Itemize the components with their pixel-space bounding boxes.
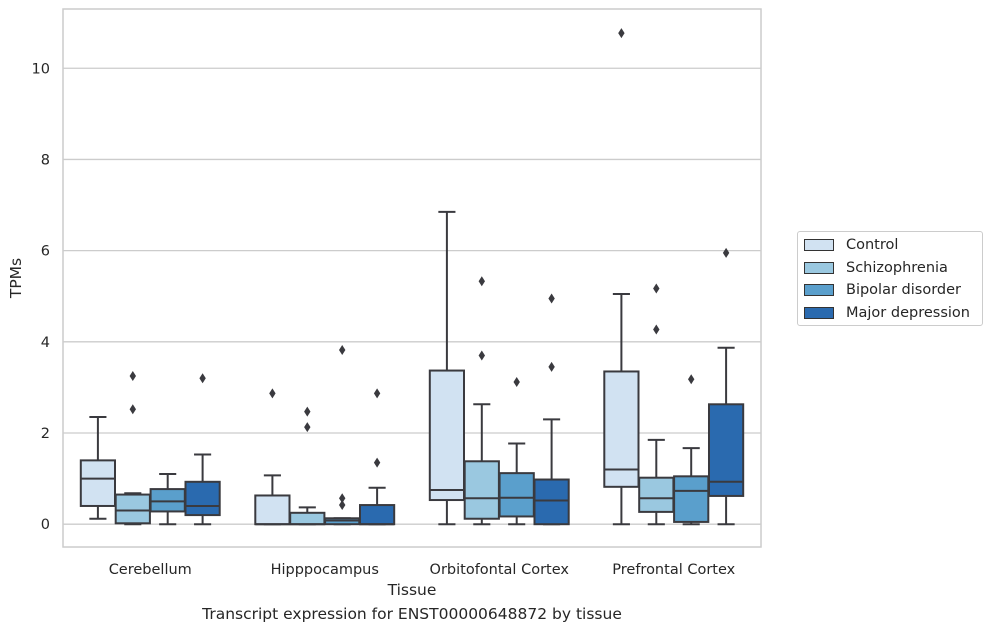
outlier-schizophrenia-cerebellum-1 xyxy=(129,371,136,382)
outlier-major-depression-cerebellum-0 xyxy=(199,373,206,384)
y-tick-label-2: 2 xyxy=(41,426,50,442)
x-tick-label-cerebellum: Cerebellum xyxy=(109,562,192,578)
x-axis-ticks: Cerebellum Hipppocampus Orbitofontal Corte… xyxy=(109,562,736,578)
box-control-hipppocampus xyxy=(254,494,291,526)
outlier-control-hipppocampus-0 xyxy=(269,388,276,399)
y-tick-label-6: 6 xyxy=(41,244,50,260)
outlier-major-depression-hipppocampus-0 xyxy=(373,457,381,468)
legend-swatch-bipolar-disorder xyxy=(804,284,834,296)
outlier-schizophrenia-orbitofontal-cortex-1 xyxy=(478,276,485,287)
plot-frame xyxy=(62,8,762,548)
outlier-bipolar-disorder-hipppocampus-0 xyxy=(339,500,346,511)
outlier-major-depression-hipppocampus-1 xyxy=(373,388,381,399)
legend-item-major-depression: Major depression xyxy=(804,304,970,322)
box-bipolar-disorder-orbitofontal-cortex xyxy=(498,472,535,518)
legend-label-control: Control xyxy=(846,237,899,253)
x-tick-label-prefrontal-cortex: Prefrontal Cortex xyxy=(612,562,735,578)
plot-area xyxy=(63,9,761,547)
outlier-schizophrenia-prefrontal-cortex-1 xyxy=(653,283,660,294)
y-axis-ticks: 0 2 4 6 8 10 xyxy=(32,61,50,533)
legend-label-major-depression: Major depression xyxy=(846,305,970,321)
box-schizophrenia-hipppocampus xyxy=(289,511,326,526)
grid-lines xyxy=(63,67,761,525)
legend-item-schizophrenia: Schizophrenia xyxy=(804,259,948,277)
outlier-major-depression-prefrontal-cortex-0 xyxy=(722,247,730,258)
box-bipolar-disorder-prefrontal-cortex xyxy=(673,475,710,523)
outlier-bipolar-disorder-hipppocampus-1 xyxy=(339,493,346,504)
figure-caption: Transcript expression for ENST0000064887… xyxy=(202,605,622,623)
legend-swatch-control xyxy=(804,239,834,251)
legend-label-schizophrenia: Schizophrenia xyxy=(846,260,948,276)
box-major-depression-cerebellum xyxy=(184,480,221,517)
legend-item-bipolar-disorder: Bipolar disorder xyxy=(804,281,961,299)
outlier-control-prefrontal-cortex-0 xyxy=(618,28,625,39)
outlier-schizophrenia-cerebellum-0 xyxy=(129,404,136,415)
outlier-bipolar-disorder-prefrontal-cortex-0 xyxy=(688,374,695,385)
box-schizophrenia-orbitofontal-cortex xyxy=(463,460,500,520)
chart-legend: Control Schizophrenia Bipolar disorder M… xyxy=(797,231,983,326)
y-tick-label-8: 8 xyxy=(41,152,50,168)
box-major-depression-prefrontal-cortex xyxy=(707,403,745,497)
legend-swatch-major-depression xyxy=(804,307,834,319)
outlier-schizophrenia-prefrontal-cortex-0 xyxy=(653,324,660,335)
box-major-depression-orbitofontal-cortex xyxy=(533,478,570,526)
legend-label-bipolar-disorder: Bipolar disorder xyxy=(846,282,961,298)
y-tick-label-10: 10 xyxy=(32,61,50,77)
box-schizophrenia-prefrontal-cortex xyxy=(638,476,675,513)
x-tick-label-hipppocampus: Hipppocampus xyxy=(271,562,379,578)
legend-item-control: Control xyxy=(804,236,898,254)
box-series-group xyxy=(79,28,745,526)
x-tick-label-orbitofontal-cortex: Orbitofontal Cortex xyxy=(430,562,570,578)
box-bipolar-disorder-cerebellum xyxy=(149,488,186,513)
y-tick-label-0: 0 xyxy=(41,517,50,533)
outlier-major-depression-orbitofontal-cortex-0 xyxy=(548,361,555,372)
box-control-cerebellum xyxy=(79,459,117,507)
outlier-bipolar-disorder-hipppocampus-2 xyxy=(339,345,346,356)
outlier-bipolar-disorder-orbitofontal-cortex-0 xyxy=(513,376,520,387)
box-control-orbitofontal-cortex xyxy=(428,369,466,502)
box-schizophrenia-cerebellum xyxy=(114,493,151,525)
box-control-prefrontal-cortex xyxy=(603,370,640,488)
x-axis-label: Tissue xyxy=(387,581,437,599)
y-axis-label: TPMs xyxy=(7,258,25,299)
outlier-schizophrenia-hipppocampus-1 xyxy=(304,406,311,417)
outlier-schizophrenia-orbitofontal-cortex-0 xyxy=(478,350,485,361)
outlier-major-depression-orbitofontal-cortex-1 xyxy=(548,293,555,304)
y-tick-label-4: 4 xyxy=(41,335,50,351)
outlier-schizophrenia-hipppocampus-0 xyxy=(304,422,311,433)
legend-swatch-schizophrenia xyxy=(804,262,834,274)
box-major-depression-hipppocampus xyxy=(358,504,396,526)
